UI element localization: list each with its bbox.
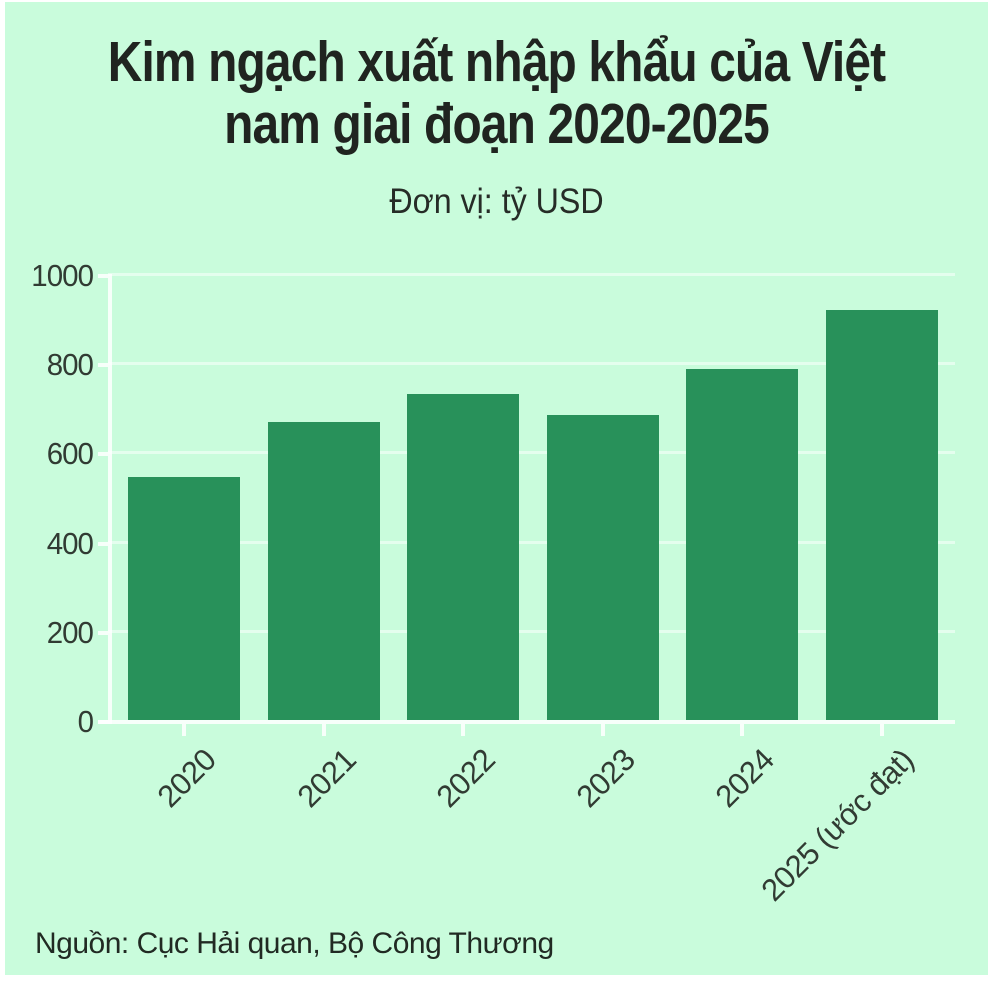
gridline-200 (108, 629, 955, 633)
chart-bar-2024 (686, 369, 798, 720)
chart-bar-2022 (407, 394, 519, 720)
x-axis-label: 2023 (569, 742, 642, 815)
x-tick-2021 (321, 724, 326, 736)
y-tick-200 (98, 630, 108, 635)
gridline-1000 (108, 273, 955, 276)
x-axis-label: 2020 (150, 742, 223, 815)
source-note: Nguồn: Cục Hải quan, Bộ Công Thương (35, 927, 554, 960)
x-tick-2023 (600, 724, 605, 736)
chart-bar-2021 (267, 421, 380, 720)
gridline-800 (108, 362, 955, 366)
chart-subtitle: Đơn vị: tỷ USD (389, 182, 604, 221)
chart-title-line1: Kim ngạch xuất nhập khẩu của Việt (107, 30, 886, 94)
y-tick-400 (98, 541, 108, 546)
chart-bar-2023 (546, 415, 659, 720)
chart-title: Kim ngạch xuất nhập khẩu của Việt nam gi… (84, 30, 910, 156)
x-tick-2022 (461, 724, 465, 736)
y-axis-line (108, 274, 112, 724)
chart-bar-2025 (ước đạt) (825, 309, 938, 720)
y-axis-label: 600 (46, 436, 94, 472)
x-tick-2024 (740, 724, 744, 736)
y-tick-600 (98, 452, 108, 457)
x-axis-label: 2021 (290, 742, 363, 815)
y-axis-label: 200 (46, 614, 94, 650)
chart-bar-2020 (128, 476, 240, 720)
x-axis-line (98, 720, 955, 724)
gridline-600 (108, 451, 955, 455)
infographic-card: Kim ngạch xuất nhập khẩu của Việt nam gi… (5, 2, 988, 975)
x-axis-label: 2024 (708, 742, 781, 815)
y-axis-label: 800 (46, 347, 94, 383)
bar-chart: 0 200 400 600 800 1000 2020 2021 2022 2023 2024 202… (5, 2, 988, 975)
y-axis-label: 400 (46, 525, 94, 561)
gridline-400 (108, 540, 955, 544)
y-tick-800 (98, 363, 108, 368)
x-tick-2020 (182, 724, 186, 736)
y-axis-label: 1000 (31, 258, 94, 293)
x-axis-label: 2022 (429, 742, 502, 815)
x-tick-2025 (ước đạt) (879, 724, 884, 736)
y-axis-label: 0 (77, 704, 94, 739)
y-tick-1000 (98, 274, 108, 278)
chart-title-line2: nam giai đoạn 2020-2025 (224, 91, 770, 156)
